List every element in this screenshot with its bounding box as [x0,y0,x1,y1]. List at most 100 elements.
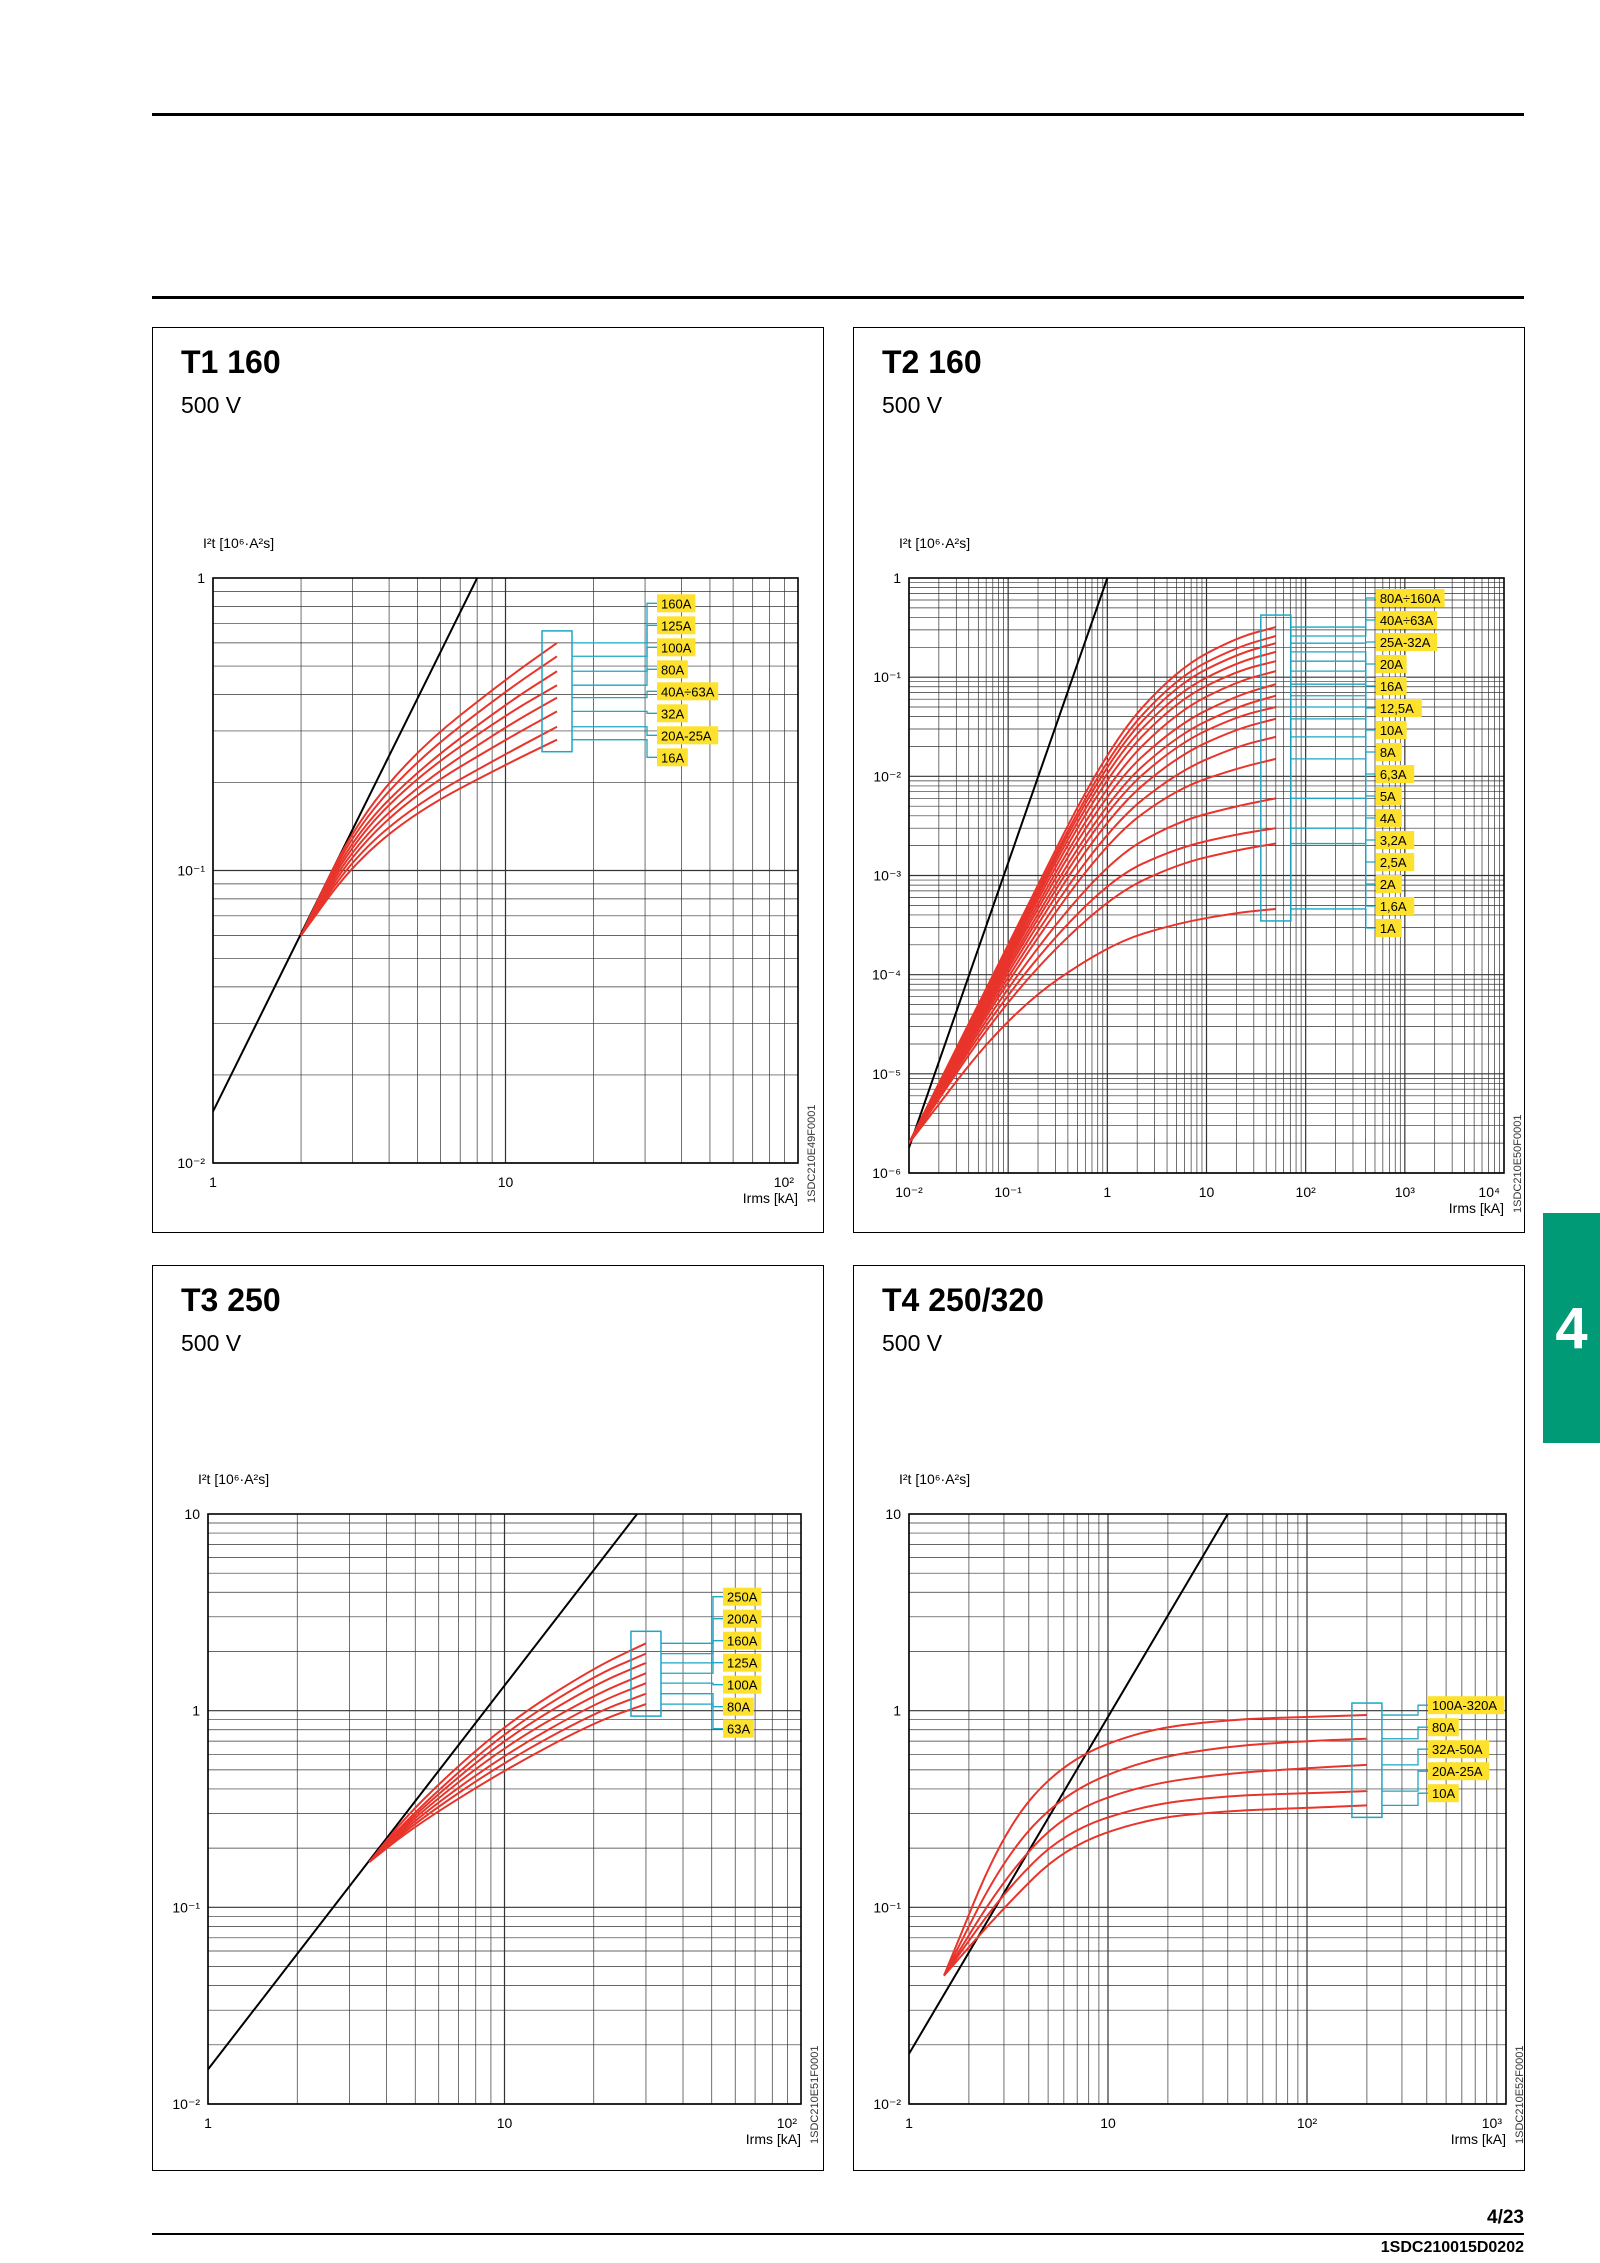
series-line [909,842,1276,1144]
series-label: 160A [661,596,692,611]
series-line [300,738,558,936]
series-line [909,694,1277,1144]
chart-t4: I²t [10⁶·A²s] Irms [kA] 1 10 10² 10³ 10⁻² 10⁻¹ 1… [873,1471,1526,2147]
series-label-bg [657,704,688,723]
series-line [909,907,1276,1144]
series-label-bg [657,594,696,613]
x-axis-label: Irms [kA] [1449,1200,1504,1216]
chart-panel-t4: T4 250/320 500 V I²t [10⁶·A²s] Irms [kA] 1… [853,1265,1526,2171]
x-tick-label: 10⁴ [1478,1184,1500,1200]
plot-frame [908,1513,1507,2105]
x-tick-label: 1 [905,2115,913,2131]
chart-subtitle: 500 V [181,1330,242,1356]
series-line [943,1714,1367,1976]
series-line [300,725,558,936]
figure-code: 1SDC210E49F0001 [806,1105,818,1203]
chart-title: T3 250 [181,1282,281,1318]
series-label: 160A [727,1634,758,1649]
y-tick-label: 10⁻¹ [177,863,205,879]
figure-code: 1SDC210E52F0001 [1514,2046,1526,2144]
series-label-bg [723,1719,754,1738]
series-line [909,797,1277,1144]
series-label-bg [723,1697,754,1716]
series-label: 20A-25A [1432,1764,1483,1779]
y-tick-label: 10 [184,1506,200,1522]
callout-bracket [541,630,573,753]
series-label: 10A [1380,723,1403,738]
series-label: 4A [1380,811,1396,826]
series-label-bg [657,748,688,767]
y-tick-label: 10⁻² [177,1155,205,1171]
x-tick-label: 1 [1103,1184,1111,1200]
plot-frame [212,577,799,1164]
callout-leader [572,739,658,758]
series-label: 6,3A [1380,767,1407,782]
callout-leader [1290,641,1376,644]
callout-leader [1290,842,1376,907]
callout-leader [572,690,658,699]
callout-leader [1290,736,1376,819]
callout-leader [660,1693,723,1708]
x-tick-label: 10³ [1395,1184,1416,1200]
series-label-bg [657,660,688,679]
chart-t2: I²t [10⁶·A²s] Irms [kA] 10⁻² 10⁻¹ 1 10 10² 10³ 1… [872,535,1524,1216]
series-label-bg [1375,677,1407,695]
series-label-bg [1375,655,1407,673]
chart-panel-t3: T3 250 500 V I²t [10⁶·A²s] Irms [kA] 1 10 10… [152,1265,824,2171]
series-label: 100A-320A [1432,1698,1497,1713]
series-label-bg [1375,831,1415,849]
series-line [300,684,558,936]
series-label: 10A [1432,1786,1455,1801]
x-tick-label: 10 [1199,1184,1215,1200]
callout-leader [1290,660,1376,687]
series-label-bg [1375,787,1402,805]
series-label-bg [1428,1718,1459,1737]
callout-leader [572,624,658,657]
callout-leader [1381,1792,1428,1807]
x-tick-label: 1 [204,2115,212,2131]
series-line [943,1804,1367,1977]
series-line [943,1763,1367,1977]
reference-line [909,578,1109,1149]
x-tick-label: 10² [1296,1184,1317,1200]
series-line [300,655,558,936]
series-label: 20A-25A [661,728,712,743]
series-label: 16A [1380,679,1403,694]
series-label: 3,2A [1380,833,1407,848]
series-label-bg [1375,809,1402,827]
footer-rule [152,2233,1524,2235]
callout-leader [572,668,658,686]
series-line [909,827,1277,1144]
series-group [368,1642,647,1863]
series-label-bg [657,616,696,635]
series-line [368,1672,647,1863]
chart-title: T1 160 [181,344,281,380]
y-axis-label: I²t [10⁶·A²s] [198,1471,269,1487]
series-label-bg [723,1653,762,1672]
series-label: 40A÷63A [1380,613,1434,628]
grid [908,1514,1506,2105]
series-label: 20A [1380,657,1403,672]
y-tick-label: 10⁻¹ [873,669,901,685]
series-label: 200A [727,1612,758,1627]
series-label: 63A [727,1722,750,1737]
y-tick-label: 1 [197,570,205,586]
series-label-bg [657,638,696,657]
series-label: 80A [661,662,684,677]
series-callouts: 160A 125A 100A 80A 40A÷63A 32A 20A-25A 16A [541,594,719,767]
y-tick-label: 10⁻¹ [873,1899,901,1915]
callout-leader [660,1618,723,1655]
callout-leader [1290,797,1376,863]
series-line [300,642,558,936]
callout-bracket [1351,1702,1383,1819]
y-tick-label: 1 [192,1703,200,1719]
series-label: 100A [661,640,692,655]
plot-frame [908,577,1505,1174]
document-code: 1SDC210015D0202 [1380,2239,1524,2256]
grid [908,578,1504,1174]
x-tick-label: 10⁻² [895,1184,923,1200]
callout-leader [572,710,658,714]
chart-t1: I²t [10⁶·A²s] Irms [kA] 1 10 10² 10⁻² 10⁻¹ 1 1SD… [177,535,818,1206]
series-label-bg [1375,897,1415,915]
grid [207,1514,801,2105]
